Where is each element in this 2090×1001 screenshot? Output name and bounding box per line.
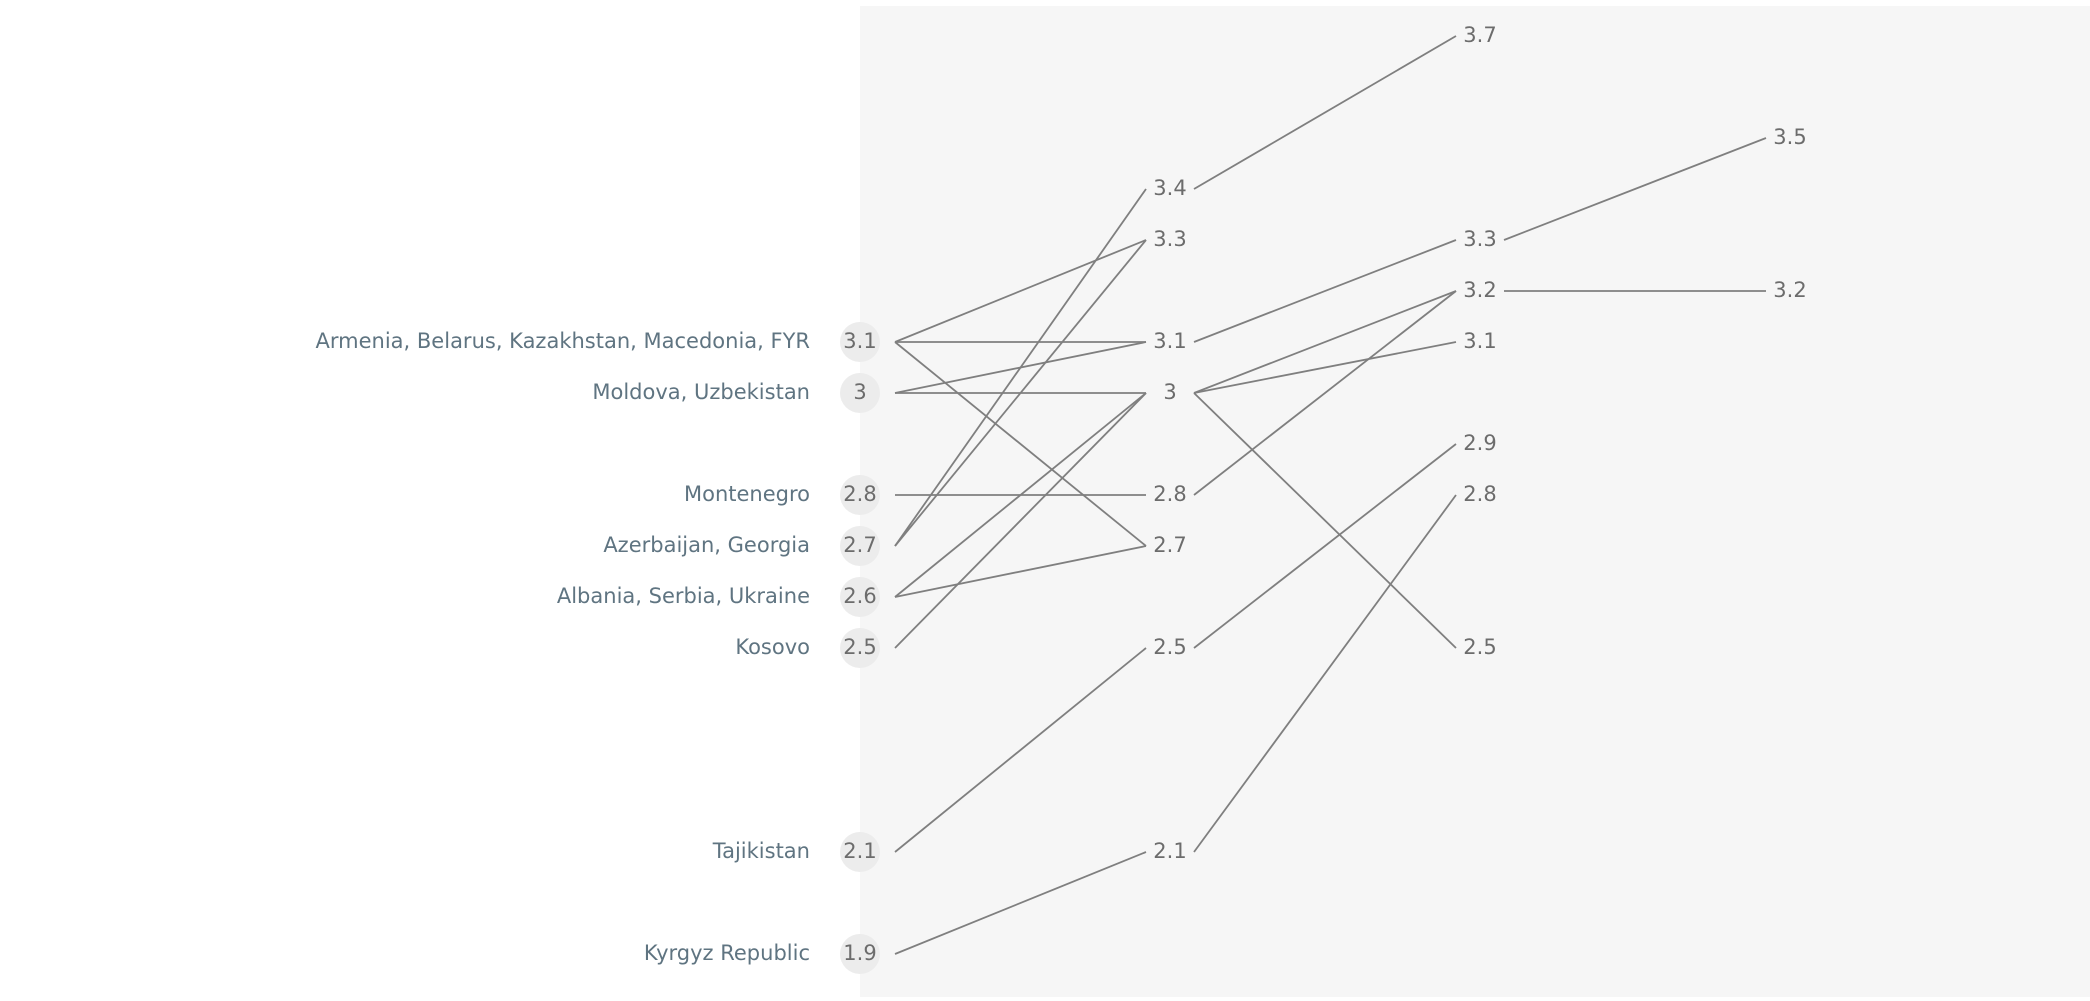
connection-line-0-1-9-to-1-2-1 [894,851,1147,955]
value-label-col0-2-8: 2.8 [843,482,876,506]
marker-halo-2-1 [840,832,880,872]
connection-line-1-3-to-2-3-2 [1193,290,1457,394]
row-label-1: Moldova, Uzbekistan [592,380,810,404]
value-label-col1-2-5: 2.5 [1153,635,1186,659]
value-labels: 3.1 3 2.8 2.7 2.6 2.5 2.1 1.9 3.4 3.3 3.1 3 2.8 2.7 2.… [843,23,1806,965]
row-label-2: Montenegro [684,482,810,506]
connection-line-0-2-5-to-1-3 [894,392,1147,649]
value-label-col0-2-6: 2.6 [843,584,876,608]
value-label-col1-3: 3 [1163,380,1176,404]
value-label-col0-2-1: 2.1 [843,839,876,863]
connection-line-1-2-5-to-2-2-9 [1193,443,1457,649]
marker-halo-2-7 [840,526,880,566]
row-label-0: Armenia, Belarus, Kazakhstan, Macedonia,… [316,329,810,353]
value-label-col1-2-8: 2.8 [1153,482,1186,506]
marker-halo-2-5 [840,628,880,668]
connection-line-1-3-4-to-2-3-7 [1193,35,1457,190]
value-label-col0-3-1: 3.1 [843,329,876,353]
value-label-col3-3-5: 3.5 [1773,125,1806,149]
connection-line-1-2-8-to-2-3-2 [1193,290,1457,496]
value-label-col0-2-7: 2.7 [843,533,876,557]
row-labels: Armenia, Belarus, Kazakhstan, Macedonia,… [316,329,810,965]
value-label-col2-2-5: 2.5 [1463,635,1496,659]
value-label-col1-2-7: 2.7 [1153,533,1186,557]
row-label-3: Azerbaijan, Georgia [603,533,810,557]
value-label-col0-3: 3 [853,380,866,404]
connection-line-0-3-1-to-1-3-3 [894,239,1147,343]
value-label-col2-3-7: 3.7 [1463,23,1496,47]
value-label-col2-3-2: 3.2 [1463,278,1496,302]
value-label-col0-1-9: 1.9 [843,941,876,965]
first-column-markers [840,322,880,974]
connection-line-0-2-6-to-1-3 [894,392,1147,598]
value-label-col2-3-1: 3.1 [1463,329,1496,353]
value-label-col1-3-3: 3.3 [1153,227,1186,251]
row-label-5: Kosovo [735,635,810,659]
value-label-col1-3-1: 3.1 [1153,329,1186,353]
connection-line-2-3-3-to-3-3-5 [1503,137,1767,241]
connection-line-0-2-6-to-1-2-7 [894,545,1147,598]
value-label-col3-3-2: 3.2 [1773,278,1806,302]
connection-line-0-3-1-to-1-2-7 [894,341,1147,547]
connection-line-1-3-1-to-2-3-3 [1193,239,1457,343]
row-label-6: Tajikistan [712,839,810,863]
marker-halo-3-1 [840,322,880,362]
connection-line-0-2-7-to-1-3-4 [894,188,1147,547]
value-label-col0-2-5: 2.5 [843,635,876,659]
row-label-7: Kyrgyz Republic [644,941,810,965]
connection-lines [894,35,1767,955]
connection-line-0-2-7-to-1-3-3 [894,239,1147,547]
value-label-col2-2-8: 2.8 [1463,482,1496,506]
connection-line-0-2-1-to-1-2-5 [894,647,1147,853]
connection-line-1-2-1-to-2-2-8 [1193,494,1457,853]
marker-halo-2-6 [840,577,880,617]
value-label-col2-2-9: 2.9 [1463,431,1496,455]
value-label-col1-2-1: 2.1 [1153,839,1186,863]
chart-panel-background [860,6,2090,997]
value-label-col1-3-4: 3.4 [1153,176,1186,200]
connection-line-1-3-to-2-2-5 [1193,392,1457,649]
connection-line-1-3-to-2-3-1 [1193,341,1457,394]
marker-halo-2-8 [840,475,880,515]
marker-halo-1-9 [840,934,880,974]
value-label-col2-3-3: 3.3 [1463,227,1496,251]
marker-halo-3 [840,373,880,413]
row-label-4: Albania, Serbia, Ukraine [557,584,810,608]
